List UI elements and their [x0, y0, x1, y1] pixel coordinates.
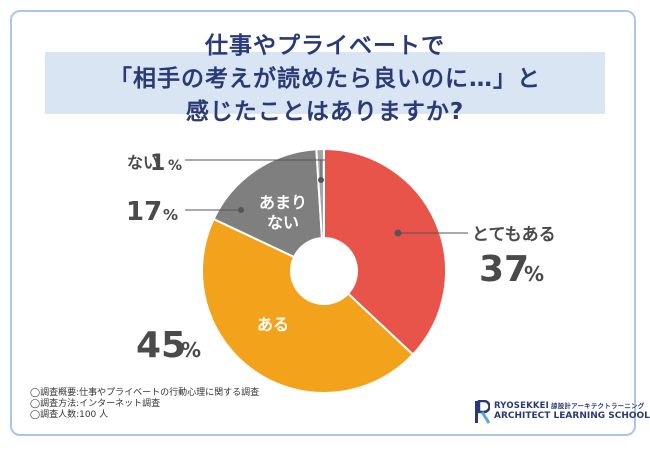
- leader-dot-totemo: [394, 229, 402, 237]
- logo-school: ARCHITECT LEARNING SCHOOL: [494, 411, 650, 421]
- logo-name: RYOSEKKEI: [494, 401, 550, 411]
- donut-hole: [290, 237, 358, 305]
- label-nai: ない: [127, 153, 159, 172]
- survey-notes: ◯調査概要:仕事やプライベートの行動心理に関する調査 ◯調査方法:インターネット…: [30, 388, 259, 421]
- title-line-1: 仕事やプライベートで: [205, 33, 445, 59]
- school-logo: RYOSEKKEI 諒設計アーキテクトラーニング ARCHITECT LEARNI…: [474, 400, 650, 428]
- slices-group: [201, 147, 447, 394]
- logo-sub: 諒設計アーキテクトラーニング: [551, 402, 645, 410]
- label-amari-line2: ない: [267, 213, 299, 232]
- title-band: [45, 52, 605, 114]
- value-amari: 17: [126, 197, 162, 227]
- title-line-2: 「相手の考えが読めたら良いのに…」と: [109, 66, 541, 92]
- label-totemo: とてもある: [472, 225, 556, 245]
- label-aru: ある: [257, 315, 289, 334]
- value-totemo: 37: [479, 249, 529, 290]
- note-respondents: ◯調査人数:100 人: [30, 410, 109, 420]
- pct-aru: %: [181, 338, 201, 362]
- logo-mark-icon: [475, 400, 490, 424]
- logo-name-line: RYOSEKKEI 諒設計アーキテクトラーニング: [494, 400, 644, 411]
- pct-amari: %: [163, 206, 178, 224]
- note-overview: ◯調査概要:仕事やプライベートの行動心理に関する調査: [30, 388, 260, 398]
- value-nai: 1: [150, 151, 165, 176]
- title-line-3: 感じたことはありますか?: [185, 99, 465, 125]
- leader-dot-amari: [238, 207, 244, 213]
- label-amari-line1: あまり: [259, 193, 307, 212]
- value-aru: 45: [136, 325, 186, 366]
- pct-totemo: %: [524, 262, 544, 286]
- chart-title: 仕事やプライベートで 「相手の考えが読めたら良いのに…」と 感じたことはあります…: [0, 30, 650, 129]
- note-method: ◯調査方法:インターネット調査: [30, 399, 161, 409]
- pct-nai: %: [168, 158, 182, 174]
- slice-1: [201, 217, 415, 394]
- slice-0: [323, 147, 447, 356]
